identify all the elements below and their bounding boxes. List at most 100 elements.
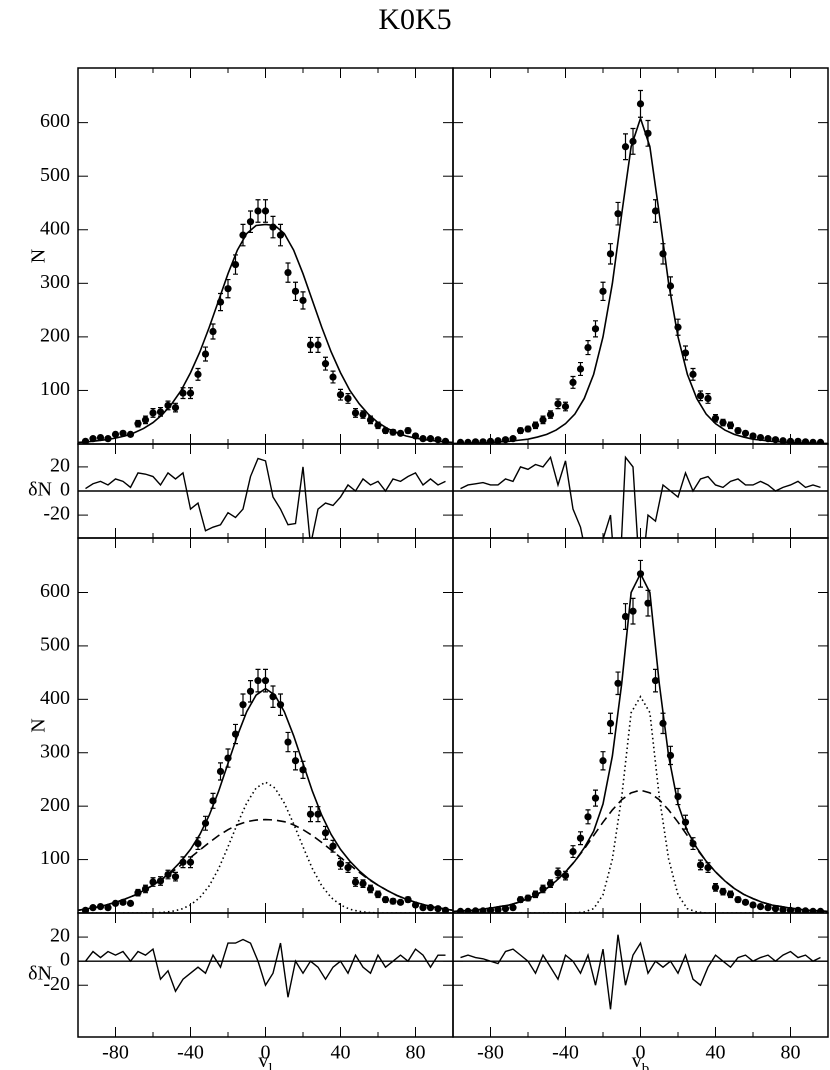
data-point (141, 416, 150, 424)
data-point (426, 435, 435, 443)
data-point (801, 438, 810, 444)
data-point (246, 687, 255, 695)
data-point (336, 860, 345, 868)
data-point (284, 269, 292, 277)
figure-title: K0K5 (378, 3, 451, 36)
data-point (314, 341, 322, 349)
data-point (741, 429, 750, 437)
data-point (209, 327, 217, 336)
plot-area (78, 668, 453, 913)
data-point (419, 435, 427, 443)
data-point (171, 873, 180, 881)
data-point (621, 143, 630, 151)
data-point (561, 872, 570, 880)
data-point (119, 429, 127, 437)
data-point (531, 890, 540, 898)
data-point (456, 438, 465, 444)
y-tick-label: 500 (40, 633, 70, 655)
data-point (681, 818, 690, 826)
y-tick-label: 400 (40, 687, 70, 709)
panel-frame (77, 537, 454, 914)
data-point (366, 885, 375, 893)
data-point (314, 810, 322, 818)
data-point (96, 433, 105, 442)
data-point (254, 207, 262, 215)
data-point (201, 350, 210, 358)
data-point (231, 730, 240, 738)
x-tick-label: 80 (406, 1042, 426, 1064)
data-point (764, 904, 772, 912)
y-tick-label: 400 (40, 217, 70, 239)
data-point (374, 421, 382, 429)
data-point (134, 420, 142, 428)
x-tick-label: -40 (552, 1042, 579, 1064)
data-point (749, 432, 757, 440)
panel-frame (452, 537, 829, 914)
data-point (389, 428, 397, 436)
data-point (156, 877, 165, 885)
data-point (636, 570, 645, 578)
data-point (651, 677, 660, 685)
data-point (456, 907, 465, 913)
data-point (479, 438, 487, 444)
data-point (261, 677, 270, 685)
data-point (179, 858, 187, 866)
data-point (119, 898, 127, 906)
data-point (104, 904, 112, 912)
y-tick-label: 200 (40, 794, 70, 816)
data-point (464, 438, 472, 444)
y-tick-label: -20 (43, 973, 70, 995)
y-axis-label: δN (28, 963, 52, 985)
y-tick-label: 300 (40, 740, 70, 762)
data-point (584, 813, 592, 821)
data-point (299, 766, 307, 774)
data-point (329, 373, 337, 381)
y-tick-label: -20 (43, 503, 70, 525)
residual-line (84, 938, 446, 998)
data-point (306, 341, 315, 349)
data-point (171, 403, 180, 412)
data-point (381, 896, 390, 904)
data-point (494, 906, 502, 913)
data-point (524, 425, 532, 433)
x-tick-label: 0 (261, 1042, 271, 1064)
data-point (794, 437, 802, 444)
data-point (741, 898, 750, 906)
data-point (239, 231, 247, 239)
panel-frame (77, 912, 454, 1038)
y-tick-label: 0 (60, 479, 70, 501)
y-tick-label: 20 (50, 925, 70, 947)
data-point (186, 858, 195, 866)
data-point (434, 436, 442, 444)
model-curve (78, 818, 453, 912)
data-point (779, 437, 787, 444)
data-point (809, 907, 817, 913)
data-point (539, 416, 547, 424)
data-point (569, 847, 577, 856)
model-curve (78, 223, 453, 444)
model-curve (78, 687, 453, 912)
data-point (231, 260, 240, 269)
model-curve (453, 572, 828, 913)
data-point (329, 842, 337, 850)
data-point (351, 878, 360, 886)
data-point (531, 421, 540, 429)
data-point (689, 370, 697, 378)
data-point (89, 904, 97, 912)
data-point (539, 885, 547, 893)
data-point (696, 392, 705, 400)
y-axis-label: N (28, 718, 50, 732)
y-tick-label: 300 (40, 271, 70, 293)
plot-area (453, 455, 828, 538)
data-point (636, 100, 645, 108)
plot-area (453, 559, 828, 913)
data-point (561, 402, 570, 411)
data-point (336, 391, 345, 399)
data-point (126, 899, 135, 907)
data-point (576, 834, 585, 842)
data-point (89, 435, 97, 443)
data-point (726, 421, 735, 429)
data-point (471, 907, 480, 913)
data-point (276, 701, 285, 709)
data-point (141, 885, 150, 893)
